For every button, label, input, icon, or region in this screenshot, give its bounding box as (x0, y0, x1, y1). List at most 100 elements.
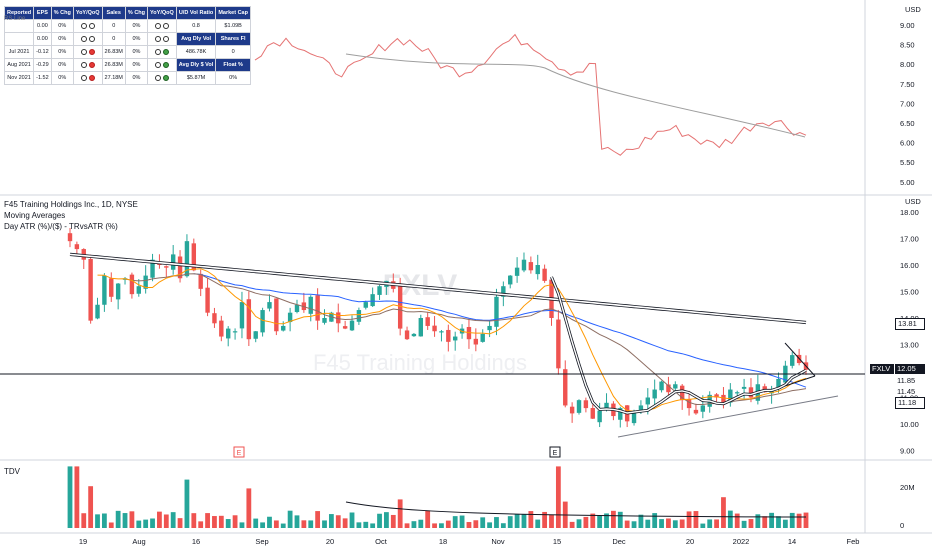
volume-bar (363, 521, 369, 528)
candle-body (569, 406, 575, 414)
volume-bar (404, 523, 410, 528)
volume-bar (700, 523, 706, 528)
table-cell: Jul 2021 (3, 45, 35, 59)
table-cell: 0 (101, 19, 126, 33)
candle-body (226, 328, 231, 339)
rs-tick-label: 5.50 (900, 158, 915, 167)
rs-tick-label: 8.00 (900, 60, 915, 69)
trendline-support-2[interactable] (784, 375, 816, 387)
table-cell (72, 71, 103, 85)
volume-bar (225, 519, 231, 528)
table-cell: Aug 2021 (3, 58, 35, 72)
volume-bar (624, 520, 630, 528)
table-cell: Avg Dly Vol (175, 32, 217, 46)
volume-bar (384, 512, 389, 528)
volume-bar (308, 520, 314, 528)
volume-bar (549, 514, 554, 528)
price-label-13-81: 13.81 (895, 318, 925, 330)
ma-200-line (69, 253, 807, 324)
table-cell: 0% (50, 32, 74, 46)
volume-bar (253, 518, 259, 528)
table-cell: 0% (124, 19, 149, 33)
candle-body (88, 258, 93, 321)
earnings-marker[interactable]: E (233, 446, 245, 458)
candle-body (342, 326, 348, 329)
atr-legend[interactable]: Day ATR (%)/($) - TRvsATR (%) (4, 222, 118, 231)
volume-bar (514, 514, 520, 528)
moving-averages-legend[interactable]: Moving Averages (4, 211, 66, 220)
volume-bar (576, 519, 582, 528)
table-cell: 26.83M (101, 58, 126, 72)
candle-body (363, 302, 368, 308)
volume-average-line (345, 501, 807, 518)
rs-tick-label: 7.00 (900, 99, 915, 108)
volume-bar (335, 515, 341, 528)
table-header-cell: YoY/QoQ (147, 6, 177, 20)
candle-body (232, 331, 238, 333)
table-row: 0.00 0% 0 0% Avg Dly Vol Shares Fl (3, 32, 251, 46)
volume-bar (659, 519, 664, 528)
candle-body (397, 285, 403, 329)
table-cell: 26.83M (101, 45, 126, 59)
volume-bar (638, 514, 644, 528)
status-dot-icon (80, 48, 87, 55)
volume-bar (528, 511, 534, 528)
candle-body (136, 286, 141, 294)
candle-body (528, 262, 534, 271)
main-currency: USD (905, 197, 921, 206)
status-dot-icon (162, 48, 169, 55)
time-tick-label: Feb (847, 537, 860, 546)
price-tick-label: 16.00 (900, 261, 919, 270)
volume-bar (693, 511, 699, 528)
symbol-title[interactable]: F45 Training Holdings Inc., 1D, NYSE (4, 200, 138, 209)
candle-body (700, 405, 706, 412)
volume-bar (328, 514, 334, 528)
status-dot-icon (88, 61, 95, 68)
volume-bar (617, 511, 623, 528)
candle-body (618, 408, 623, 420)
candle-body (673, 384, 678, 389)
volume-bar (776, 516, 781, 528)
candle-body (659, 381, 664, 391)
volume-bar (163, 514, 169, 528)
rs-tick-label: 5.00 (900, 178, 915, 187)
table-cell: 0% (124, 58, 149, 72)
svg-text:E: E (237, 450, 242, 457)
candle-body (377, 286, 382, 295)
volume-bar (432, 523, 437, 528)
table-cell: -1.52 (33, 71, 52, 85)
volume-bar (755, 514, 761, 528)
trendline-support[interactable] (617, 395, 839, 438)
candle-body (411, 333, 417, 337)
volume-bar (535, 519, 541, 528)
volume-bar (555, 466, 561, 528)
earnings-marker[interactable]: E (549, 446, 561, 458)
status-dot-icon (162, 35, 169, 42)
volume-bar (136, 520, 142, 528)
volume-bar (748, 519, 754, 528)
time-tick-label: 20 (326, 537, 334, 546)
table-header-cell: Reported (3, 6, 35, 20)
candle-body (219, 320, 224, 337)
table-cell: 27.18M (101, 71, 126, 85)
time-tick-label: 2022 (733, 537, 750, 546)
candle-body (267, 302, 272, 309)
table-cell: -0.12 (33, 45, 52, 59)
volume-bar (150, 518, 155, 528)
volume-bar (273, 520, 279, 528)
table-cell (147, 19, 177, 33)
price-tick-label: 17.00 (900, 235, 919, 244)
volume-bar (205, 513, 210, 528)
table-cell: 0% (50, 58, 74, 72)
volume-bar (686, 511, 692, 528)
candle-body (95, 304, 100, 319)
table-cell: 0% (124, 45, 149, 59)
time-tick-label: 18 (439, 537, 447, 546)
table-header-cell: Market Cap (215, 6, 251, 20)
trendline-resistance[interactable] (784, 342, 816, 377)
volume-bar (67, 466, 73, 528)
volume-bar (679, 519, 685, 528)
candle-body (191, 243, 197, 271)
volume-legend[interactable]: TDV (4, 467, 20, 476)
